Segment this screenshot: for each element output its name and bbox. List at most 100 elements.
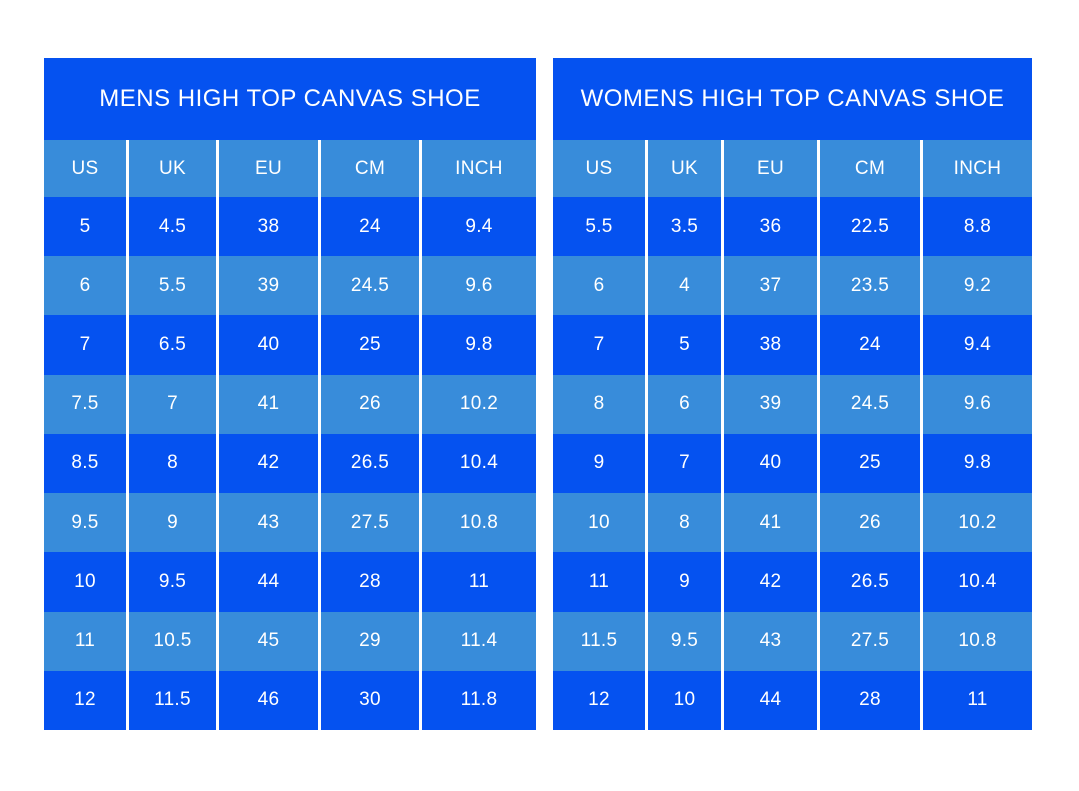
size-cell: 10 [645, 670, 721, 730]
size-cell: 10.2 [419, 374, 536, 434]
size-cell: 4.5 [126, 197, 216, 257]
size-cell: 4 [645, 256, 721, 316]
size-cell: 26.5 [817, 552, 920, 612]
table-row: 10 9.5 44 28 11 [44, 552, 536, 612]
size-cell: 9 [593, 452, 605, 474]
size-cell: 9.5 [126, 552, 216, 612]
size-cell: 40 [721, 433, 817, 494]
table-rows: 5 4.5 38 24 9.4 6 5.5 39 24.5 9.6 7 6.5 40 25 9.8 7.5 7 4… [44, 197, 536, 730]
womens-table-title: WOMENS HIGH TOP CANVAS SHOE [553, 58, 1032, 140]
size-cell: 9.6 [419, 256, 536, 316]
size-cell: 39 [216, 256, 318, 316]
size-cell: 22.5 [817, 197, 920, 257]
column-header-inch: INCH [419, 140, 536, 197]
size-cell: 8 [593, 393, 605, 415]
size-cell: 9.6 [920, 374, 1032, 434]
table-row: 5 4.5 38 24 9.4 [44, 197, 536, 257]
size-cell: 39 [721, 374, 817, 434]
size-cell: 28 [318, 552, 419, 612]
table-row: 11 9 42 26.5 10.4 [553, 552, 1032, 612]
size-cell: 9.5 [645, 611, 721, 671]
size-cell: 7 [593, 334, 605, 356]
table-row: 11.5 9.5 43 27.5 10.8 [553, 611, 1032, 671]
size-cell: 10.4 [920, 552, 1032, 612]
mens-table-title: MENS HIGH TOP CANVAS SHOE [44, 58, 536, 140]
size-cell: 11.5 [580, 630, 618, 652]
size-cell: 40 [216, 315, 318, 375]
size-cell: 8 [645, 493, 721, 553]
table-row: 6 4 37 23.5 9.2 [553, 256, 1032, 316]
table-row: 9 7 40 25 9.8 [553, 433, 1032, 494]
size-cell: 5.5 [126, 256, 216, 316]
size-cell: 11 [74, 630, 96, 652]
size-cell: 9.8 [419, 315, 536, 375]
table-row: 10 8 41 26 10.2 [553, 493, 1032, 553]
size-cell: 5 [645, 315, 721, 375]
table-rows: 5.5 3.5 36 22.5 8.8 6 4 37 23.5 9.2 7 5 38 24 9.4 8 6 39 2… [553, 197, 1032, 730]
table-row: 7.5 7 41 26 10.2 [44, 374, 536, 434]
size-cell: 24.5 [817, 374, 920, 434]
column-header-us: US [585, 157, 613, 179]
size-cell: 29 [318, 611, 419, 671]
size-cell: 44 [216, 552, 318, 612]
size-cell: 7 [645, 433, 721, 494]
size-cell: 46 [216, 670, 318, 730]
table-row: 8.5 8 42 26.5 10.4 [44, 433, 536, 494]
size-cell: 9 [645, 552, 721, 612]
column-header-eu: EU [721, 140, 817, 197]
column-header-row: US UK EU CM INCH [553, 140, 1032, 197]
size-cell: 30 [318, 670, 419, 730]
column-header-inch: INCH [920, 140, 1032, 197]
size-cell: 7 [79, 334, 91, 356]
size-cell: 8.8 [920, 197, 1032, 257]
size-cell: 9.4 [419, 197, 536, 257]
size-cell: 26.5 [318, 433, 419, 494]
size-cell: 25 [318, 315, 419, 375]
column-header-eu: EU [216, 140, 318, 197]
size-cell: 9 [126, 493, 216, 553]
size-cell: 9.5 [71, 511, 99, 533]
size-cell: 42 [216, 433, 318, 494]
size-cell: 42 [721, 552, 817, 612]
size-cell: 10.4 [419, 433, 536, 494]
size-cell: 25 [817, 433, 920, 494]
table-row: 5.5 3.5 36 22.5 8.8 [553, 197, 1032, 257]
size-cell: 7.5 [71, 393, 99, 415]
size-cell: 11.4 [419, 611, 536, 671]
size-cell: 43 [216, 493, 318, 553]
size-cell: 41 [216, 374, 318, 434]
size-cell: 41 [721, 493, 817, 553]
size-cell: 44 [721, 670, 817, 730]
size-cell: 10 [74, 570, 96, 592]
mens-size-table: MENS HIGH TOP CANVAS SHOE US UK EU CM INCH 5… [44, 58, 536, 730]
size-cell: 26 [817, 493, 920, 553]
size-cell: 24.5 [318, 256, 419, 316]
size-cell: 11 [920, 670, 1032, 730]
size-cell: 24 [318, 197, 419, 257]
table-row: 8 6 39 24.5 9.6 [553, 374, 1032, 434]
size-cell: 11.5 [126, 670, 216, 730]
size-cell: 11 [419, 552, 536, 612]
size-cell: 36 [721, 197, 817, 257]
size-cell: 5 [79, 215, 91, 237]
size-cell: 37 [721, 256, 817, 316]
column-header-row: US UK EU CM INCH [44, 140, 536, 197]
size-cell: 6 [645, 374, 721, 434]
size-cell: 43 [721, 611, 817, 671]
size-cell: 9.8 [920, 433, 1032, 494]
table-row: 12 11.5 46 30 11.8 [44, 670, 536, 730]
table-row: 7 6.5 40 25 9.8 [44, 315, 536, 375]
column-header-uk: UK [645, 140, 721, 197]
size-cell: 6 [593, 274, 605, 296]
size-cell: 28 [817, 670, 920, 730]
size-cell: 45 [216, 611, 318, 671]
column-header-cm: CM [817, 140, 920, 197]
size-cell: 10.5 [126, 611, 216, 671]
size-cell: 8 [126, 433, 216, 494]
size-cell: 3.5 [645, 197, 721, 257]
size-cell: 7 [126, 374, 216, 434]
size-cell: 6.5 [126, 315, 216, 375]
size-cell: 6 [79, 274, 91, 296]
size-cell: 9.4 [920, 315, 1032, 375]
